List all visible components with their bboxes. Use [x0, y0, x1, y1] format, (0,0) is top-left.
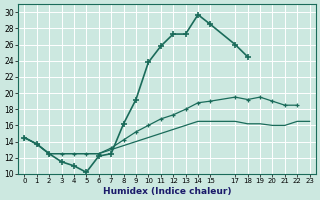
- X-axis label: Humidex (Indice chaleur): Humidex (Indice chaleur): [103, 187, 231, 196]
